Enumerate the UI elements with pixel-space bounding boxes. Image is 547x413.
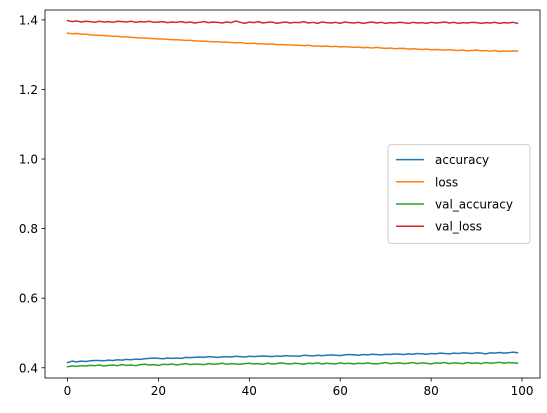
y-axis: 0.4 0.6 0.8 1.0 1.2 1.4 <box>19 13 45 375</box>
legend-box <box>387 144 531 244</box>
series-line-val-loss <box>66 19 519 25</box>
y-tick-label: 0.4 <box>19 361 38 375</box>
x-tick-label: 40 <box>242 384 257 398</box>
x-axis: 0 20 40 60 80 100 <box>64 378 534 398</box>
x-tick-label: 20 <box>151 384 166 398</box>
legend-label-val-loss: val_loss <box>435 220 482 234</box>
legend-label-loss: loss <box>435 175 458 189</box>
x-tick-label: 60 <box>333 384 348 398</box>
series-line-loss <box>66 32 519 53</box>
x-tick-label: 80 <box>423 384 438 398</box>
legend: accuracy loss val_accuracy val_loss <box>387 144 531 244</box>
legend-label-val-accuracy: val_accuracy <box>435 198 513 212</box>
series-layer <box>66 19 519 368</box>
series-line-accuracy <box>66 351 519 364</box>
y-tick-label: 0.8 <box>19 222 38 236</box>
y-tick-label: 1.4 <box>19 13 38 27</box>
axes-frame <box>44 9 541 379</box>
y-tick-label: 0.6 <box>19 292 38 306</box>
x-tick-label: 0 <box>64 384 72 398</box>
legend-label-accuracy: accuracy <box>435 153 489 167</box>
x-tick-label: 100 <box>511 384 534 398</box>
series-line-val-accuracy <box>66 361 519 368</box>
y-tick-label: 1.2 <box>19 83 38 97</box>
y-tick-label: 1.0 <box>19 153 38 167</box>
